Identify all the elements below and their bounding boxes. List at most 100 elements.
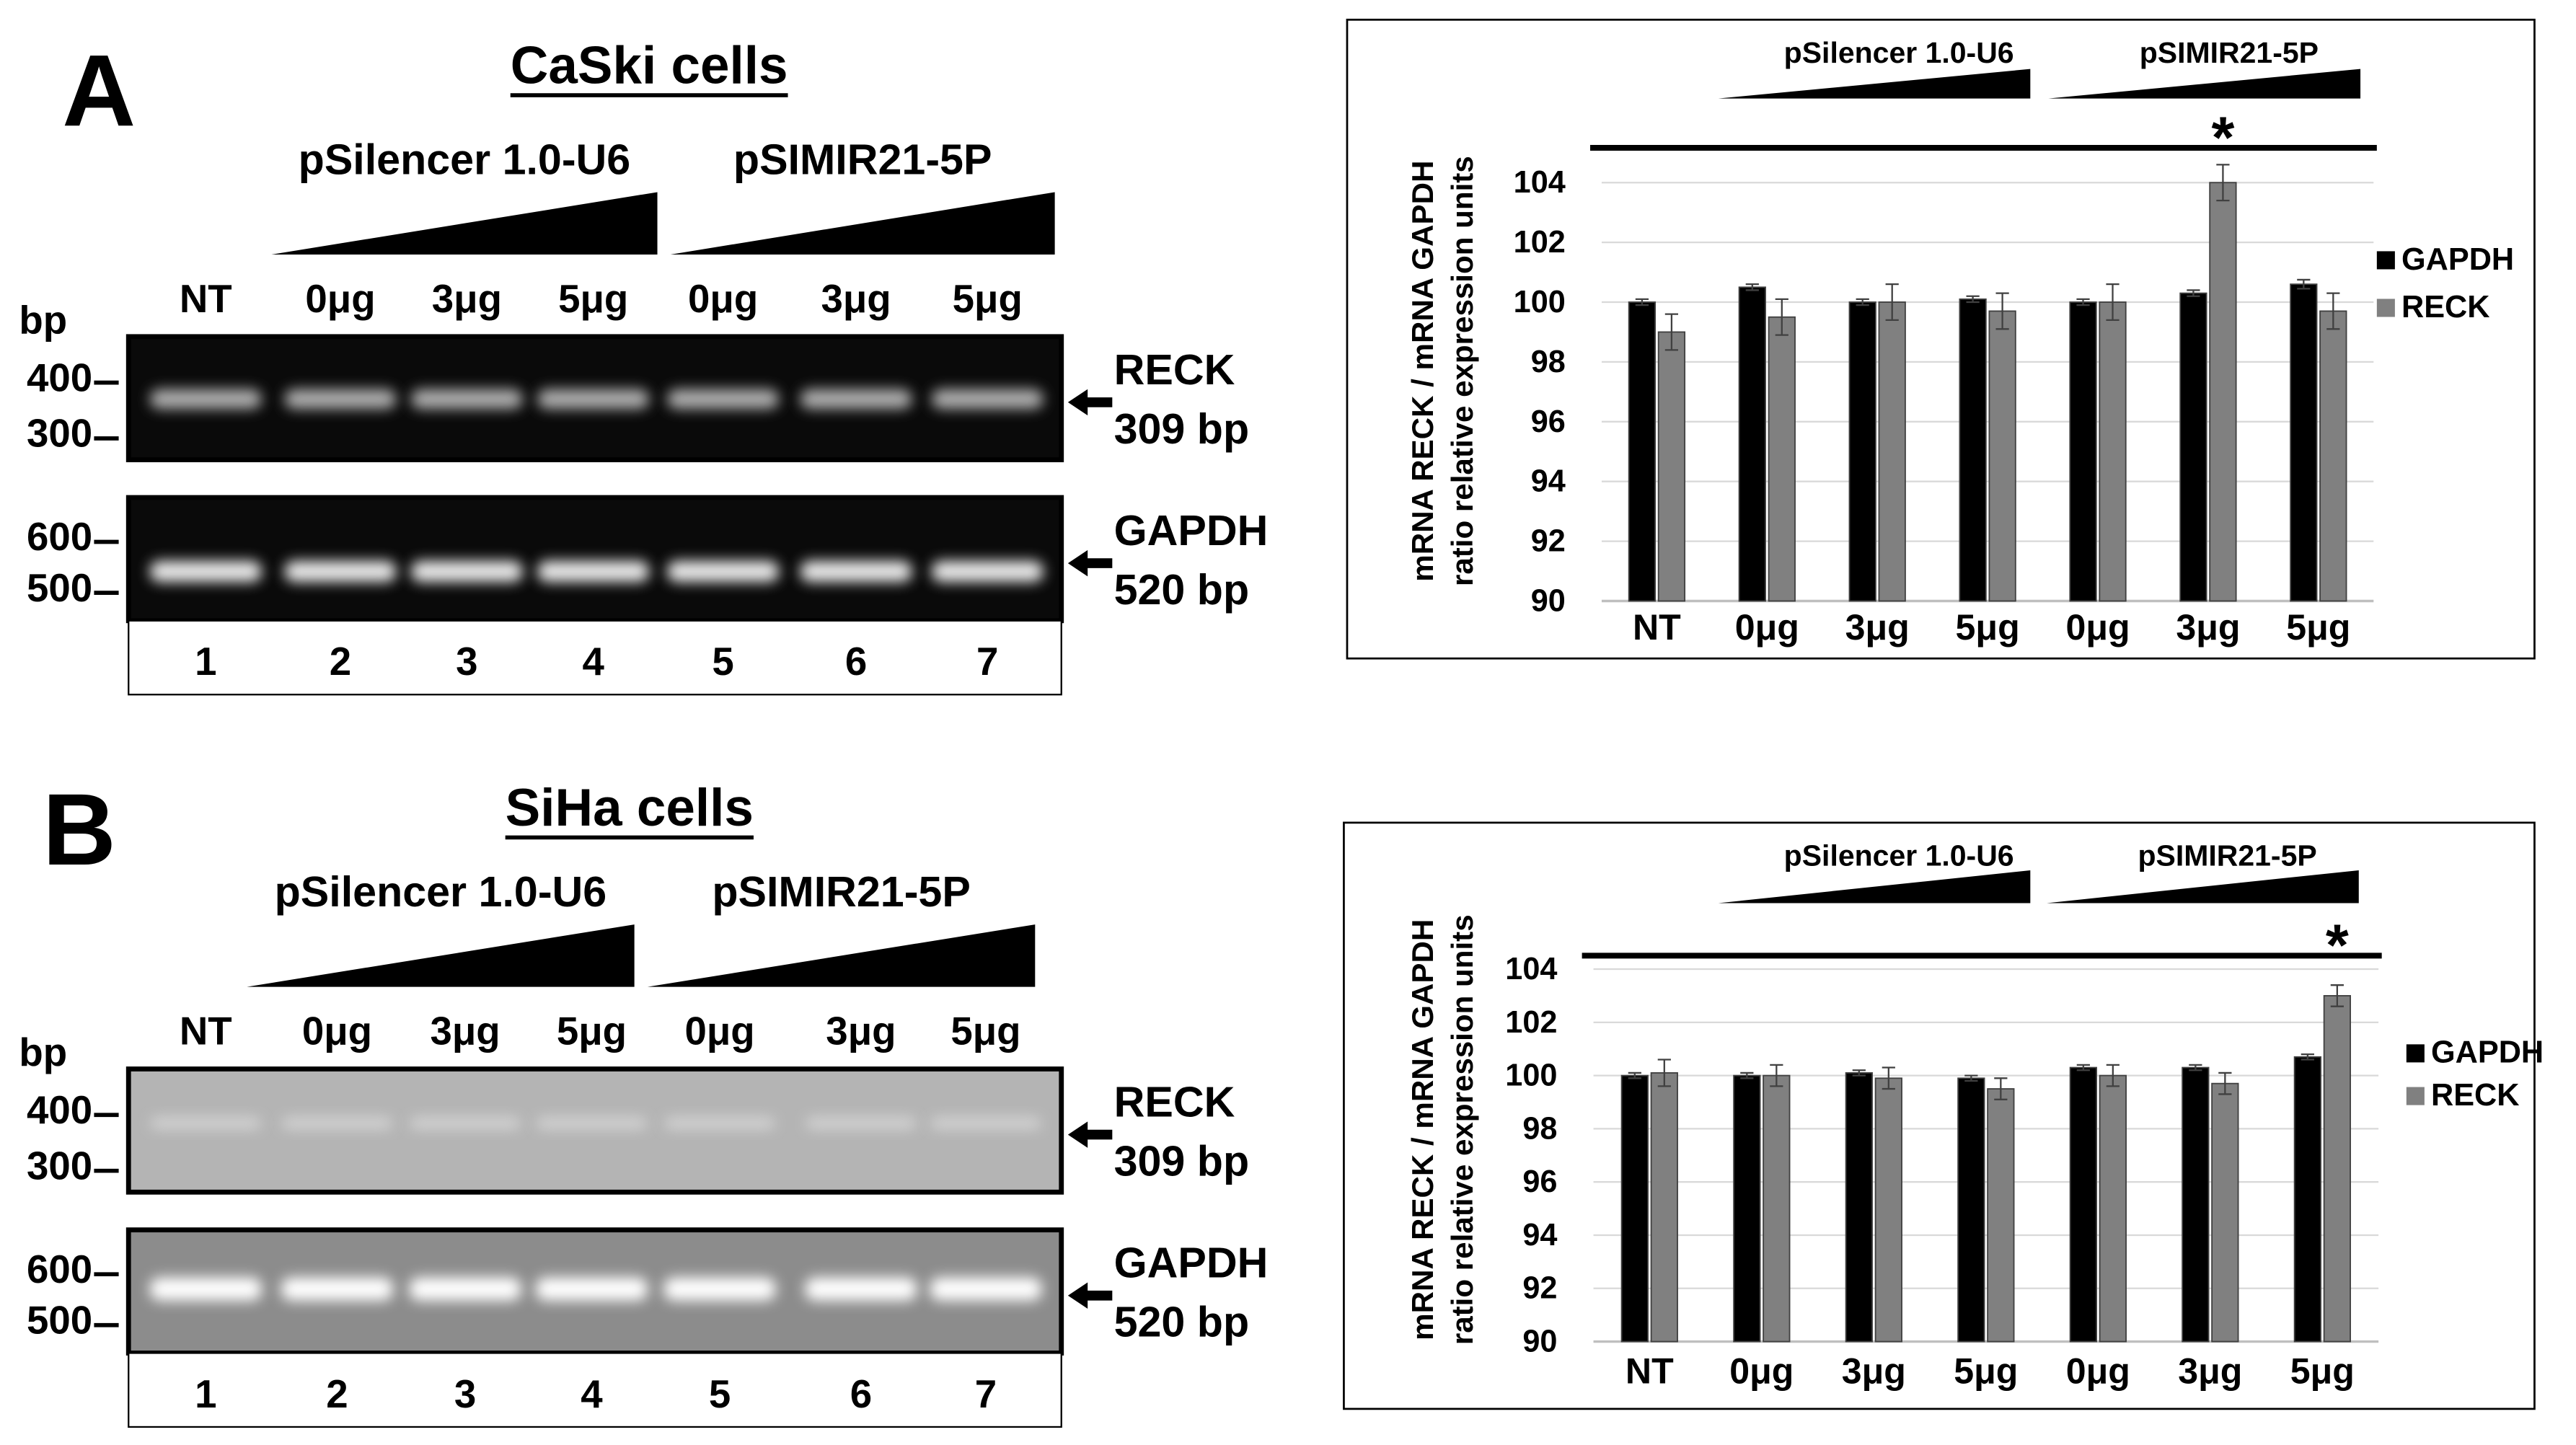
bar xyxy=(1620,1074,1649,1343)
gel-band xyxy=(281,1277,393,1301)
y-axis-label: ratio relative expression units xyxy=(1445,914,1479,1345)
lane-number: 1 xyxy=(195,640,216,684)
x-tick-label: NT xyxy=(1633,607,1681,648)
gene-label: RECK xyxy=(1114,345,1235,394)
group-label: pSilencer 1.0-U6 xyxy=(1784,36,2014,69)
gel-band xyxy=(667,560,780,583)
bar xyxy=(1733,1074,1761,1343)
gel-band xyxy=(537,560,650,583)
bar xyxy=(1988,310,2016,602)
gel-band xyxy=(149,389,262,410)
marker-label: 500 xyxy=(27,1298,92,1342)
lane-number: 2 xyxy=(326,1372,348,1416)
error-bar xyxy=(1745,283,1759,291)
arrow xyxy=(1067,389,1113,416)
dose-triangle xyxy=(2047,870,2359,903)
bar xyxy=(1845,1072,1873,1343)
y-axis-label: mRNA RECK / mRNA GAPDH xyxy=(1406,919,1439,1340)
gel-band xyxy=(805,1116,917,1130)
bar xyxy=(1738,286,1766,602)
x-tick-label: 5μg xyxy=(1956,607,2020,648)
panel-letter: B xyxy=(43,772,116,886)
x-tick-label: 0μg xyxy=(1735,607,1799,648)
error-bar xyxy=(1995,292,2009,330)
error-bar xyxy=(2106,283,2120,322)
lane-label: 3μg xyxy=(826,1009,896,1053)
bar xyxy=(2209,182,2237,602)
bar xyxy=(1959,298,1987,602)
bar xyxy=(2099,301,2127,602)
lane-number: 4 xyxy=(583,640,605,684)
bar xyxy=(1878,301,1906,602)
gel-band xyxy=(536,1116,648,1130)
marker-label: 300 xyxy=(27,412,92,456)
error-bar xyxy=(2218,1071,2232,1095)
gel-band xyxy=(931,389,1044,410)
significance-star: * xyxy=(2326,913,2349,978)
size-label: 309 bp xyxy=(1114,405,1250,453)
legend-swatch xyxy=(2376,251,2395,270)
error-bar xyxy=(2301,1053,2314,1061)
error-bar xyxy=(2216,164,2230,202)
lane-number: 6 xyxy=(850,1372,872,1416)
gel-band xyxy=(409,1116,521,1130)
lane-label: 0μg xyxy=(684,1009,754,1053)
lane-number: 3 xyxy=(456,640,477,684)
error-bar xyxy=(1628,1071,1641,1079)
y-tick-label: 100 xyxy=(1505,1059,1557,1093)
significance-star: * xyxy=(2211,105,2234,171)
lane-label: 5μg xyxy=(557,1009,627,1053)
gel-band xyxy=(536,1277,648,1301)
error-bar xyxy=(1852,1069,1866,1077)
x-tick-label: 3μg xyxy=(2178,1351,2242,1392)
gel-band xyxy=(149,1116,262,1130)
lane-label: 5μg xyxy=(953,277,1023,321)
legend-label: GAPDH xyxy=(2431,1035,2544,1070)
error-bar xyxy=(2076,1064,2090,1071)
gel-band xyxy=(284,560,397,583)
lane-number: 7 xyxy=(976,640,998,684)
legend-swatch xyxy=(2376,299,2395,317)
x-tick-label: 5μg xyxy=(1954,1351,2018,1392)
lane-number: 5 xyxy=(709,1372,731,1416)
error-bar xyxy=(2189,1064,2202,1071)
size-label: 520 bp xyxy=(1114,565,1250,614)
group-label: pSilencer 1.0-U6 xyxy=(299,135,631,183)
error-bar xyxy=(2326,292,2340,330)
dose-triangle xyxy=(1718,870,2031,903)
error-bar xyxy=(2106,1064,2120,1087)
x-tick-label: 0μg xyxy=(2066,1351,2130,1392)
gel-band xyxy=(410,389,523,410)
lane-number: 2 xyxy=(330,640,351,684)
dose-triangle xyxy=(670,192,1055,255)
y-tick-label: 102 xyxy=(1505,1005,1557,1040)
error-bar xyxy=(1882,1066,1895,1090)
lane-label: 3μg xyxy=(430,1009,500,1053)
y-tick-label: 102 xyxy=(1514,225,1566,260)
lane-number: 5 xyxy=(712,640,733,684)
legend-label: RECK xyxy=(2431,1078,2520,1113)
gel-band xyxy=(800,560,912,583)
marker-label: 500 xyxy=(27,566,92,610)
error-bar xyxy=(1740,1071,1754,1079)
gel-band xyxy=(667,389,780,410)
marker-label: 600 xyxy=(27,1247,92,1291)
gel-band xyxy=(663,1116,776,1130)
bar xyxy=(1848,301,1876,602)
gel-band xyxy=(800,389,912,410)
gel-band xyxy=(149,560,262,583)
x-tick-label: 3μg xyxy=(1842,1351,1906,1392)
gel-band xyxy=(663,1277,776,1301)
dose-triangle xyxy=(271,192,658,255)
bp-label: bp xyxy=(19,1030,67,1074)
bar xyxy=(2323,995,2351,1343)
error-bar xyxy=(1775,298,1788,336)
y-tick-label: 94 xyxy=(1531,464,1566,499)
error-bar xyxy=(1885,283,1899,322)
x-tick-label: NT xyxy=(1626,1351,1674,1392)
bar xyxy=(2182,1066,2210,1343)
bar xyxy=(2179,292,2207,602)
lane-number-box xyxy=(128,1352,1062,1428)
gene-label: RECK xyxy=(1114,1078,1235,1126)
